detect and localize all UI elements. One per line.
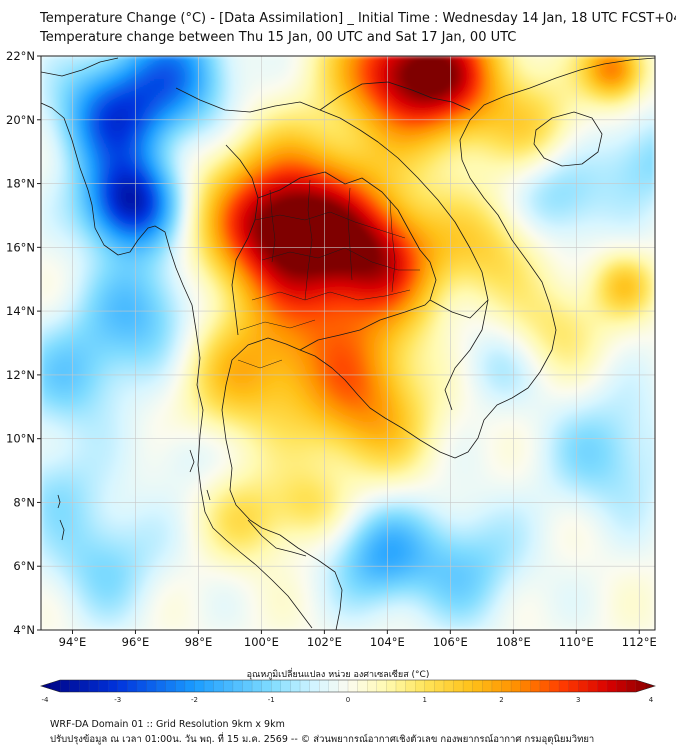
lat-tick-label: 6°N [13, 559, 35, 573]
map-title: Temperature Change (°C) - [Data Assimila… [40, 11, 676, 26]
colorbar-tick-label: -1 [268, 696, 275, 704]
border-thailand-cambodia [299, 299, 431, 351]
island-andaman [57, 494, 65, 541]
lat-tick-label: 12°N [6, 368, 35, 382]
coastline-andaman-gulf [197, 464, 313, 629]
colorbar-tick-label: 0 [346, 696, 350, 704]
temperature-field [41, 56, 655, 630]
lat-tick-label: 22°N [6, 49, 35, 63]
coastlines-borders [41, 57, 655, 630]
lon-tick-label: 94°E [59, 635, 87, 649]
colorbar-tick-label: 3 [576, 696, 580, 704]
coastline-myanmar-west [41, 102, 204, 466]
colorbar-tick-label: -4 [42, 696, 50, 704]
thai-province-lines [237, 179, 420, 369]
longitude-ticks: 94°E 96°E 98°E 100°E 102°E 104°E 106°E 108°E 110… [59, 630, 657, 649]
plot-frame [40, 55, 656, 631]
coastline-malay-east [229, 467, 343, 630]
colorbar-label: อุณหภูมิเปลี่ยนแปลง หน่วย องศาเซลเซียส (… [246, 670, 430, 680]
border-china-south [175, 81, 471, 113]
footer-model-info: WRF-DA Domain 01 :: Grid Resolution 9km … [50, 719, 285, 730]
island-myanmar-coast [189, 449, 211, 501]
lon-tick-label: 110°E [559, 635, 594, 649]
lat-tick-label: 8°N [13, 495, 35, 509]
lon-tick-label: 98°E [185, 635, 213, 649]
lat-tick-label: 16°N [6, 240, 35, 254]
border-thailand-myanmar [225, 144, 259, 336]
lon-tick-label: 96°E [122, 635, 150, 649]
colorbar: -4 -3 -2 -1 0 1 2 3 4 [40, 679, 656, 704]
latitude-ticks: 22°N 20°N 18°N 16°N 14°N 12°N 10°N 8°N 6°N 4°N [6, 49, 41, 637]
coastline-gulf-thailand [221, 57, 655, 469]
border-myanmar-india [41, 57, 119, 77]
border-cambodia-vietnam [429, 299, 489, 411]
lon-tick-label: 106°E [433, 635, 468, 649]
lon-tick-label: 100°E [244, 635, 279, 649]
colorbar-tick-label: 1 [423, 696, 427, 704]
lon-tick-label: 104°E [370, 635, 405, 649]
border-thailand-malaysia [247, 519, 307, 557]
map-subtitle: Temperature change between Thu 15 Jan, 0… [40, 30, 517, 45]
lon-tick-label: 102°E [307, 635, 342, 649]
lat-tick-label: 10°N [6, 432, 35, 446]
footer-credit: ปรับปรุงข้อมูล ณ เวลา 01:00น. วัน พฤ. ที… [50, 734, 595, 745]
coastline-hainan [533, 111, 603, 167]
colorbar-ticks: -4 -3 -2 -1 0 1 2 3 4 [42, 680, 654, 704]
lat-tick-label: 4°N [13, 623, 35, 637]
lat-tick-label: 14°N [6, 304, 35, 318]
lat-tick-label: 18°N [6, 177, 35, 191]
colorbar-tick-label: -2 [191, 696, 198, 704]
colorbar-tick-label: -3 [114, 696, 121, 704]
gridlines [41, 56, 655, 630]
field-layer [41, 56, 655, 630]
border-laos-vietnam [319, 109, 489, 301]
lon-tick-label: 108°E [496, 635, 531, 649]
colorbar-tick-label: 2 [499, 696, 503, 704]
colorbar-tick-label: 4 [649, 696, 654, 704]
lon-tick-label: 112°E [622, 635, 657, 649]
lat-tick-label: 20°N [6, 113, 35, 127]
border-thailand-laos [257, 171, 437, 301]
